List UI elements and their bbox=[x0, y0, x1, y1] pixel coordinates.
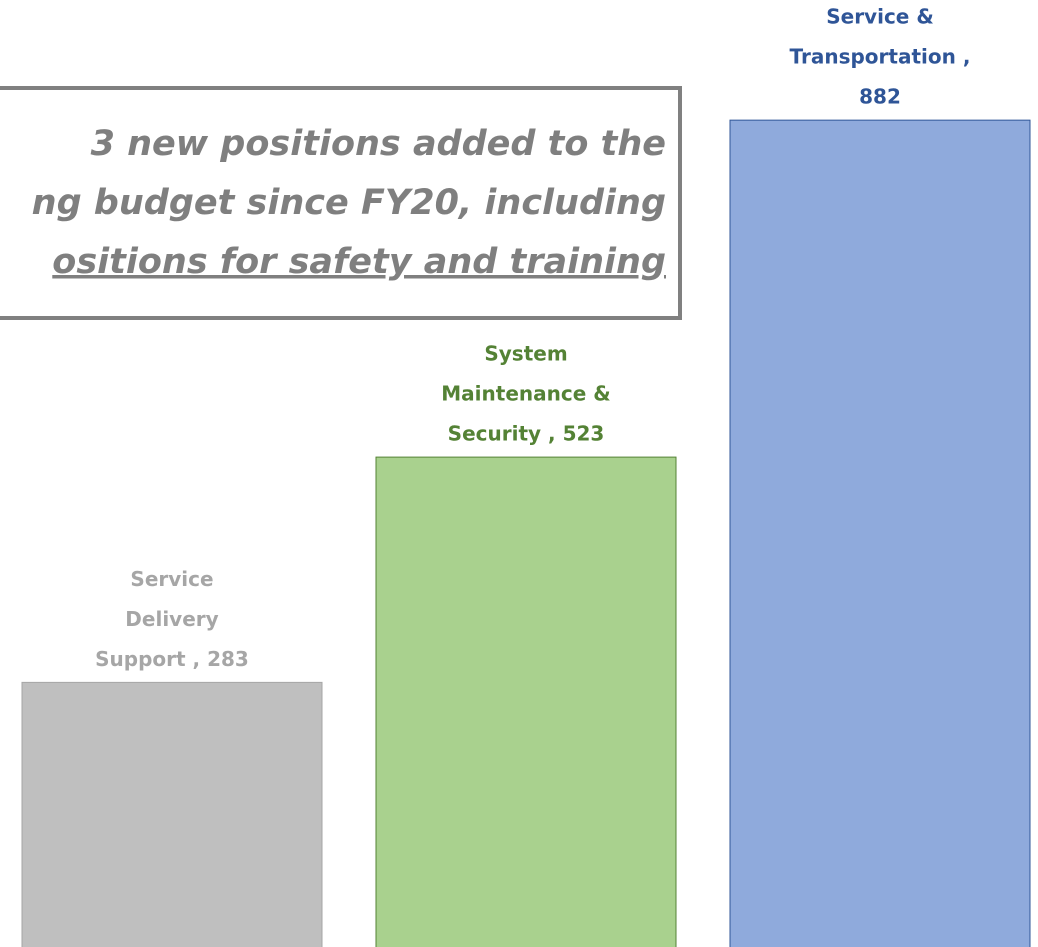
data-label: Service & bbox=[826, 5, 934, 29]
annotation-line: ositions for safety and training bbox=[52, 242, 666, 282]
data-label: System bbox=[484, 342, 567, 366]
bar bbox=[375, 456, 677, 947]
annotation-line: 3 new positions added to the bbox=[91, 124, 666, 164]
data-label: Delivery bbox=[125, 607, 218, 631]
data-label: 882 bbox=[859, 85, 901, 109]
data-label: Transportation , bbox=[790, 45, 971, 69]
data-label: Security , 523 bbox=[448, 422, 605, 446]
annotation-line: ng budget since FY20, including bbox=[32, 183, 666, 223]
data-label: Maintenance & bbox=[441, 382, 610, 406]
bar bbox=[729, 119, 1031, 947]
bar bbox=[21, 681, 323, 947]
annotation-box bbox=[0, 86, 682, 320]
data-label: Support , 283 bbox=[95, 647, 249, 671]
data-label: Service bbox=[130, 567, 213, 591]
